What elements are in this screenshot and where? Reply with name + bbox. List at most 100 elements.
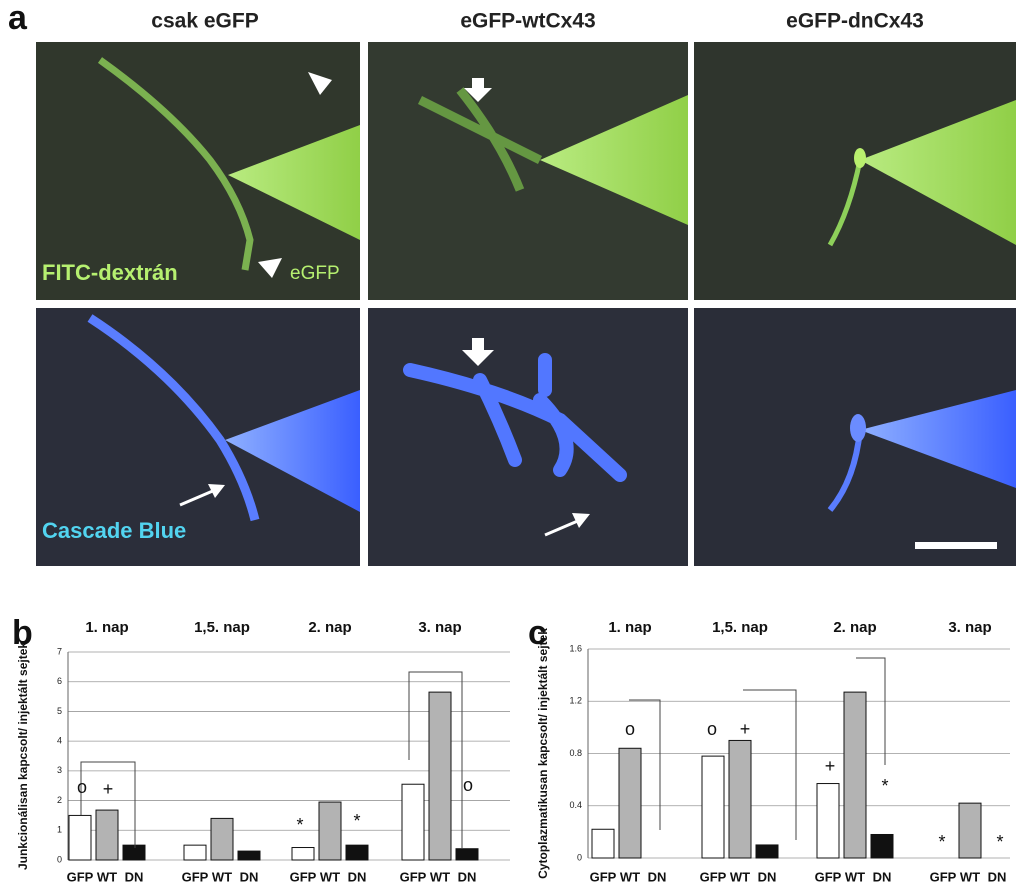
panel-label: c: [528, 614, 547, 652]
column-title: eGFP-wtCx43: [460, 10, 595, 33]
scale-bar: [915, 542, 997, 549]
significance-mark: *: [881, 776, 888, 796]
bar: [68, 814, 92, 861]
y-tick-label: 5: [57, 706, 62, 716]
image-label: Cascade Blue: [42, 518, 186, 543]
y-tick-label: 1.6: [569, 643, 582, 653]
arrowhead: [258, 258, 282, 278]
cell: [87, 314, 260, 522]
image-label: FITC-dextrán: [42, 260, 178, 285]
x-tick-label: WT: [320, 869, 340, 884]
bar: [210, 817, 234, 861]
x-tick-label: GFP: [815, 869, 842, 884]
y-tick-label: 3: [57, 765, 62, 775]
bar: [843, 691, 867, 859]
y-tick-label: 2: [57, 795, 62, 805]
y-tick-label: 1: [57, 825, 62, 835]
arrow: [464, 78, 492, 102]
x-tick-label: WT: [730, 869, 750, 884]
bar: [701, 755, 725, 859]
y-axis-label: Cytoplazmatikusan kapcsolt/ injektált se…: [536, 628, 550, 879]
significance-mark: o: [463, 775, 473, 795]
bar: [428, 691, 452, 861]
x-tick-label: WT: [212, 869, 232, 884]
pipette: [225, 390, 360, 512]
bar: [237, 850, 261, 861]
bracket: [743, 689, 797, 840]
group-label: 1,5. nap: [194, 619, 250, 636]
cell: [97, 57, 254, 271]
significance-mark: *: [938, 832, 945, 852]
image: [368, 308, 688, 566]
x-tick-label: DN: [988, 869, 1007, 884]
group-label: 1,5. nap: [712, 619, 768, 636]
y-axis-label: Junkcionálisan kapcsolt/ injektált sejte…: [16, 642, 30, 870]
bar: [728, 739, 752, 859]
group-label: 3. nap: [948, 619, 991, 636]
arrow: [544, 518, 581, 537]
cell: [417, 87, 543, 192]
bracket: [408, 671, 463, 849]
bar: [122, 844, 146, 861]
cell: [854, 148, 866, 168]
x-tick-label: DN: [758, 869, 777, 884]
y-tick-label: 0.4: [569, 800, 582, 810]
group-label: 3. nap: [418, 619, 461, 636]
pipette: [540, 95, 688, 225]
y-tick-label: 7: [57, 646, 62, 656]
x-tick-label: GFP: [182, 869, 209, 884]
x-tick-label: DN: [458, 869, 477, 884]
pipette: [228, 125, 360, 240]
y-tick-label: 4: [57, 736, 62, 746]
significance-mark: o: [77, 777, 87, 797]
x-tick-label: DN: [125, 869, 144, 884]
arrow: [208, 484, 225, 498]
group-label: 1. nap: [608, 619, 651, 636]
arrowhead: [308, 72, 332, 95]
column-title: csak eGFP: [151, 10, 258, 33]
cell: [827, 159, 863, 247]
cell: [403, 353, 627, 482]
x-tick-label: GFP: [400, 869, 427, 884]
bar: [318, 801, 342, 861]
bar: [755, 844, 779, 859]
bracket: [80, 761, 136, 848]
x-tick-label: GFP: [930, 869, 957, 884]
arrow: [179, 488, 216, 507]
x-tick-label: GFP: [700, 869, 727, 884]
x-tick-label: DN: [873, 869, 892, 884]
arrow: [572, 513, 590, 528]
x-tick-label: DN: [648, 869, 667, 884]
group-label: 2. nap: [308, 619, 351, 636]
significance-mark: +: [740, 719, 751, 739]
bar: [870, 833, 894, 859]
bar: [291, 847, 315, 861]
x-tick-label: DN: [240, 869, 259, 884]
y-tick-label: 0.8: [569, 748, 582, 758]
cell: [850, 414, 866, 442]
significance-mark: *: [353, 811, 360, 831]
bar: [958, 802, 982, 859]
micrographs: [36, 42, 1016, 566]
x-tick-label: GFP: [67, 869, 94, 884]
significance-mark: o: [625, 719, 635, 739]
bar: [345, 844, 369, 861]
bar: [618, 747, 642, 859]
pipette: [860, 100, 1016, 245]
significance-mark: *: [296, 815, 303, 835]
bracket: [856, 657, 886, 765]
x-tick-label: WT: [845, 869, 865, 884]
y-tick-label: 1.2: [569, 696, 582, 706]
x-tick-label: GFP: [590, 869, 617, 884]
bracket: [629, 699, 661, 830]
group-label: 1. nap: [85, 619, 128, 636]
x-tick-label: WT: [620, 869, 640, 884]
y-tick-label: 0: [57, 854, 62, 864]
pipette: [860, 390, 1016, 488]
x-tick-label: DN: [348, 869, 367, 884]
x-tick-label: WT: [430, 869, 450, 884]
significance-mark: +: [103, 779, 114, 799]
y-tick-label: 0: [577, 852, 582, 862]
